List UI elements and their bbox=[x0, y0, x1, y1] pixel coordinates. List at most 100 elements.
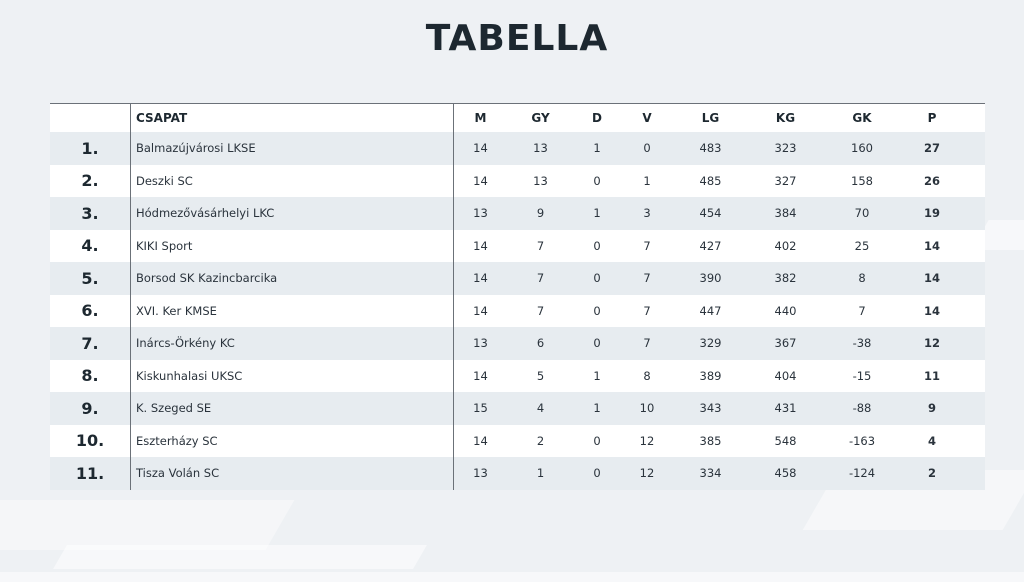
wins-cell: 9 bbox=[536, 206, 545, 221]
bottom-strip bbox=[0, 572, 1024, 582]
team-name[interactable]: Kiskunhalasi UKSC bbox=[136, 368, 243, 383]
goal-difference-cell: -88 bbox=[852, 401, 872, 416]
team-name[interactable]: Hódmezővásárhelyi LKC bbox=[136, 206, 275, 221]
losses-cell: 10 bbox=[639, 401, 655, 416]
rank-cell: 2. bbox=[81, 171, 99, 191]
table-row[interactable]: 4. KIKI Sport 14 7 0 7 427 402 25 14 bbox=[50, 229, 985, 262]
points-cell: 4 bbox=[927, 433, 936, 448]
draws-cell: 1 bbox=[593, 368, 601, 383]
team-name[interactable]: Eszterházy SC bbox=[136, 433, 218, 448]
column-divider bbox=[130, 104, 131, 490]
goals-for-cell: 454 bbox=[699, 206, 722, 221]
matches-cell: 13 bbox=[473, 206, 488, 221]
table-body: 1. Balmazújvárosi LKSE 14 13 1 0 483 323 160 27 2.… bbox=[50, 132, 985, 490]
points-cell: 14 bbox=[923, 303, 940, 318]
goal-difference-cell: 7 bbox=[858, 303, 866, 318]
header-d[interactable]: D bbox=[592, 111, 602, 125]
wins-cell: 7 bbox=[536, 271, 545, 286]
points-cell: 12 bbox=[923, 336, 940, 351]
draws-cell: 0 bbox=[593, 303, 601, 318]
table-row[interactable]: 3. Hódmezővásárhelyi LKC 13 9 1 3 454 384 70 19 bbox=[50, 197, 985, 230]
losses-cell: 3 bbox=[643, 206, 651, 221]
header-kg[interactable]: KG bbox=[775, 111, 796, 125]
team-name[interactable]: Deszki SC bbox=[136, 173, 193, 188]
matches-cell: 14 bbox=[473, 141, 488, 156]
table-row[interactable]: 8. Kiskunhalasi UKSC 14 5 1 8 389 404 -15 11 bbox=[50, 359, 985, 392]
header-m[interactable]: M bbox=[474, 111, 487, 125]
goal-difference-cell: -15 bbox=[852, 368, 872, 383]
wins-cell: 7 bbox=[536, 238, 545, 253]
losses-cell: 0 bbox=[643, 141, 651, 156]
team-name[interactable]: Balmazújvárosi LKSE bbox=[136, 141, 256, 156]
header-lg[interactable]: LG bbox=[701, 111, 720, 125]
team-name[interactable]: Tisza Volán SC bbox=[136, 466, 220, 481]
header-team[interactable]: CSAPAT bbox=[136, 111, 188, 125]
matches-cell: 14 bbox=[473, 368, 488, 383]
table-row[interactable]: 9. K. Szeged SE 15 4 1 10 343 431 -88 9 bbox=[50, 392, 985, 425]
draws-cell: 0 bbox=[593, 433, 601, 448]
draws-cell: 1 bbox=[593, 141, 601, 156]
points-cell: 27 bbox=[923, 141, 940, 156]
standings-table: CSAPAT M GY D V LG KG GK P 1. Balmazújvár… bbox=[50, 103, 985, 490]
goals-against-cell: 382 bbox=[774, 271, 797, 286]
goals-against-cell: 327 bbox=[774, 173, 797, 188]
wins-cell: 13 bbox=[533, 173, 548, 188]
goal-difference-cell: 160 bbox=[851, 141, 873, 156]
wins-cell: 13 bbox=[533, 141, 548, 156]
points-cell: 9 bbox=[927, 401, 936, 416]
wins-cell: 6 bbox=[536, 336, 545, 351]
goal-difference-cell: -38 bbox=[852, 336, 872, 351]
losses-cell: 12 bbox=[639, 433, 655, 448]
losses-cell: 7 bbox=[643, 336, 651, 351]
header-p[interactable]: P bbox=[927, 111, 937, 125]
goals-for-cell: 390 bbox=[699, 271, 722, 286]
background-stripe bbox=[53, 545, 427, 569]
goals-for-cell: 483 bbox=[699, 141, 722, 156]
goals-against-cell: 367 bbox=[774, 336, 797, 351]
table-row[interactable]: 10. Eszterházy SC 14 2 0 12 385 548 -163 4 bbox=[50, 424, 985, 457]
team-name[interactable]: Borsod SK Kazincbarcika bbox=[136, 271, 278, 286]
wins-cell: 5 bbox=[536, 368, 545, 383]
matches-cell: 14 bbox=[473, 238, 488, 253]
points-cell: 26 bbox=[923, 173, 940, 188]
goal-difference-cell: -163 bbox=[848, 433, 876, 448]
goals-for-cell: 389 bbox=[699, 368, 722, 383]
rank-cell: 9. bbox=[81, 398, 99, 418]
team-name[interactable]: K. Szeged SE bbox=[136, 401, 212, 416]
goal-difference-cell: 158 bbox=[851, 173, 873, 188]
wins-cell: 2 bbox=[536, 433, 545, 448]
goals-for-cell: 485 bbox=[699, 173, 722, 188]
table-row[interactable]: 7. Inárcs-Örkény KC 13 6 0 7 329 367 -38 12 bbox=[50, 327, 985, 360]
column-divider bbox=[453, 104, 454, 490]
goals-for-cell: 385 bbox=[699, 433, 722, 448]
matches-cell: 14 bbox=[473, 271, 488, 286]
goals-against-cell: 404 bbox=[774, 368, 797, 383]
table-row[interactable]: 1. Balmazújvárosi LKSE 14 13 1 0 483 323 160 27 bbox=[50, 132, 985, 165]
goals-for-cell: 343 bbox=[699, 401, 722, 416]
draws-cell: 0 bbox=[593, 271, 601, 286]
goal-difference-cell: -124 bbox=[848, 466, 876, 481]
rank-cell: 4. bbox=[81, 236, 99, 256]
header-gy[interactable]: GY bbox=[531, 111, 550, 125]
goals-for-cell: 447 bbox=[699, 303, 722, 318]
goal-difference-cell: 8 bbox=[858, 271, 866, 286]
losses-cell: 8 bbox=[643, 368, 651, 383]
table-row[interactable]: 5. Borsod SK Kazincbarcika 14 7 0 7 390 382 8 14 bbox=[50, 262, 985, 295]
draws-cell: 0 bbox=[593, 466, 601, 481]
table-row[interactable]: 6. XVI. Ker KMSE 14 7 0 7 447 440 7 14 bbox=[50, 294, 985, 327]
header-gk[interactable]: GK bbox=[852, 111, 872, 125]
points-cell: 14 bbox=[923, 238, 940, 253]
rank-cell: 3. bbox=[81, 203, 99, 223]
team-name[interactable]: XVI. Ker KMSE bbox=[136, 303, 217, 318]
rank-cell: 11. bbox=[75, 463, 105, 483]
losses-cell: 7 bbox=[643, 303, 651, 318]
table-row[interactable]: 11. Tisza Volán SC 13 1 0 12 334 458 -124 2 bbox=[50, 457, 985, 490]
table-row[interactable]: 2. Deszki SC 14 13 0 1 485 327 158 26 bbox=[50, 164, 985, 197]
matches-cell: 13 bbox=[473, 466, 488, 481]
matches-cell: 15 bbox=[473, 401, 488, 416]
team-name[interactable]: KIKI Sport bbox=[136, 238, 193, 253]
goals-against-cell: 440 bbox=[774, 303, 797, 318]
team-name[interactable]: Inárcs-Örkény KC bbox=[136, 336, 235, 351]
header-v[interactable]: V bbox=[642, 111, 652, 125]
losses-cell: 7 bbox=[643, 238, 651, 253]
